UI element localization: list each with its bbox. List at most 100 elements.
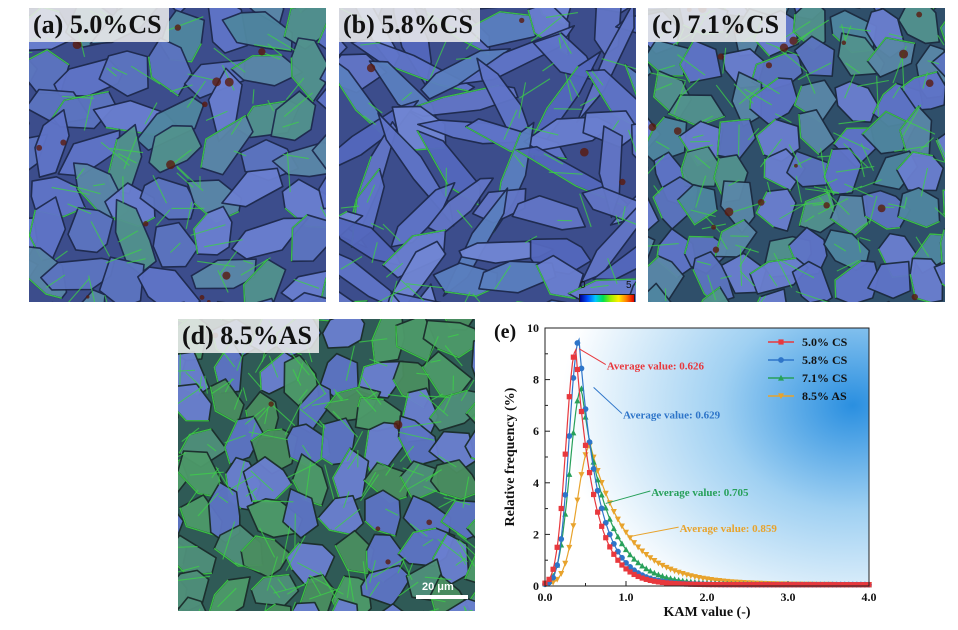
data-point: [574, 340, 581, 346]
data-point: [809, 582, 815, 588]
annotation-pointer: [627, 526, 679, 538]
y-tick-label: 4: [533, 476, 539, 490]
data-point: [550, 566, 556, 572]
data-point: [618, 523, 625, 530]
data-point: [724, 582, 730, 588]
data-point: [817, 582, 823, 588]
data-point: [598, 491, 605, 498]
data-point: [558, 536, 565, 542]
data-point: [688, 581, 694, 587]
data-point: [639, 562, 646, 569]
data-point: [643, 552, 650, 558]
data-point: [781, 582, 787, 588]
data-point: [614, 516, 621, 523]
x-tick-label: 0.0: [538, 590, 553, 604]
data-point: [672, 580, 678, 587]
data-point: [610, 508, 617, 515]
data-point: [777, 582, 783, 588]
x-axis-label: KAM value (-): [663, 605, 750, 620]
data-point: [635, 573, 641, 580]
data-point: [570, 354, 576, 360]
data-point: [615, 557, 621, 563]
data-point: [627, 564, 633, 570]
data-point: [655, 560, 662, 567]
data-point: [778, 357, 784, 363]
panel-label-c: (c) 7.1%CS: [648, 8, 787, 42]
panel-label-d: (d) 8.5%AS: [178, 319, 320, 353]
x-tick-label: 3.0: [781, 590, 796, 604]
data-point: [765, 582, 771, 588]
micrograph-a: [29, 8, 326, 302]
data-point: [582, 442, 589, 448]
data-point: [562, 560, 569, 567]
data-point: [785, 582, 791, 588]
data-point: [578, 408, 585, 415]
data-point: [623, 566, 629, 572]
data-point: [627, 569, 633, 575]
annotation-pointer: [593, 386, 623, 414]
data-point: [838, 582, 844, 588]
data-point: [647, 577, 653, 584]
data-point: [748, 582, 755, 588]
data-point: [558, 505, 564, 512]
data-point: [659, 572, 666, 579]
kam-distribution-chart: 0.0 1.0 2.0 3.0 4.0 0 2 4 6 8 10 Average value: 0.6…: [488, 318, 948, 624]
data-point: [773, 582, 779, 588]
data-point: [655, 571, 662, 578]
data-point: [611, 551, 617, 557]
plot-frame: [544, 327, 870, 587]
panel-label-b: (b) 5.8%CS: [339, 8, 481, 42]
kam-map-d: (d) 8.5%AS 20 μm: [178, 319, 475, 611]
data-point: [554, 562, 561, 569]
data-point: [778, 374, 784, 381]
legend-label: 5.0% CS: [802, 335, 848, 349]
data-point: [550, 574, 556, 581]
data-point: [663, 564, 670, 571]
data-point: [663, 580, 670, 586]
data-point: [574, 397, 581, 404]
data-point: [659, 579, 666, 586]
data-point: [606, 515, 613, 522]
average-annotation: Average value: 0.626: [607, 361, 705, 373]
data-point: [858, 582, 864, 588]
annotation-pointer: [605, 490, 651, 504]
data-point: [805, 582, 811, 588]
data-point: [789, 582, 795, 588]
data-point: [732, 582, 738, 588]
data-point: [566, 471, 573, 477]
data-point: [740, 582, 747, 588]
data-point: [603, 535, 609, 541]
data-point: [566, 433, 573, 439]
y-axis-label: Relative frequency (%): [503, 387, 518, 526]
data-point: [615, 548, 621, 555]
data-point: [631, 540, 638, 546]
data-point: [854, 582, 860, 588]
data-point: [712, 581, 718, 588]
data-point: [554, 544, 560, 550]
data-point: [862, 582, 868, 588]
data-point: [623, 546, 629, 553]
data-point: [606, 531, 613, 538]
data-point: [708, 581, 714, 588]
data-point: [562, 451, 568, 457]
data-point: [591, 491, 597, 498]
data-point: [716, 582, 722, 588]
data-point: [761, 582, 767, 588]
legend-label: 8.5% AS: [802, 389, 847, 403]
y-tick-label: 6: [533, 424, 539, 438]
data-point: [574, 497, 581, 504]
data-point: [586, 439, 593, 446]
data-point: [850, 582, 856, 588]
data-point: [659, 562, 666, 569]
data-point: [720, 582, 726, 588]
average-annotation: Average value: 0.859: [680, 523, 778, 535]
kam-map-b: (b) 5.8%CS 0 5: [339, 8, 636, 302]
data-point: [842, 582, 848, 588]
data-point: [651, 569, 658, 576]
data-point: [635, 559, 642, 566]
kam-map-c: (c) 7.1%CS: [648, 8, 945, 302]
data-point: [663, 574, 670, 580]
data-point: [586, 469, 593, 476]
micrograph-c: [648, 8, 945, 302]
panel-label-a: (a) 5.0%CS: [29, 8, 169, 42]
